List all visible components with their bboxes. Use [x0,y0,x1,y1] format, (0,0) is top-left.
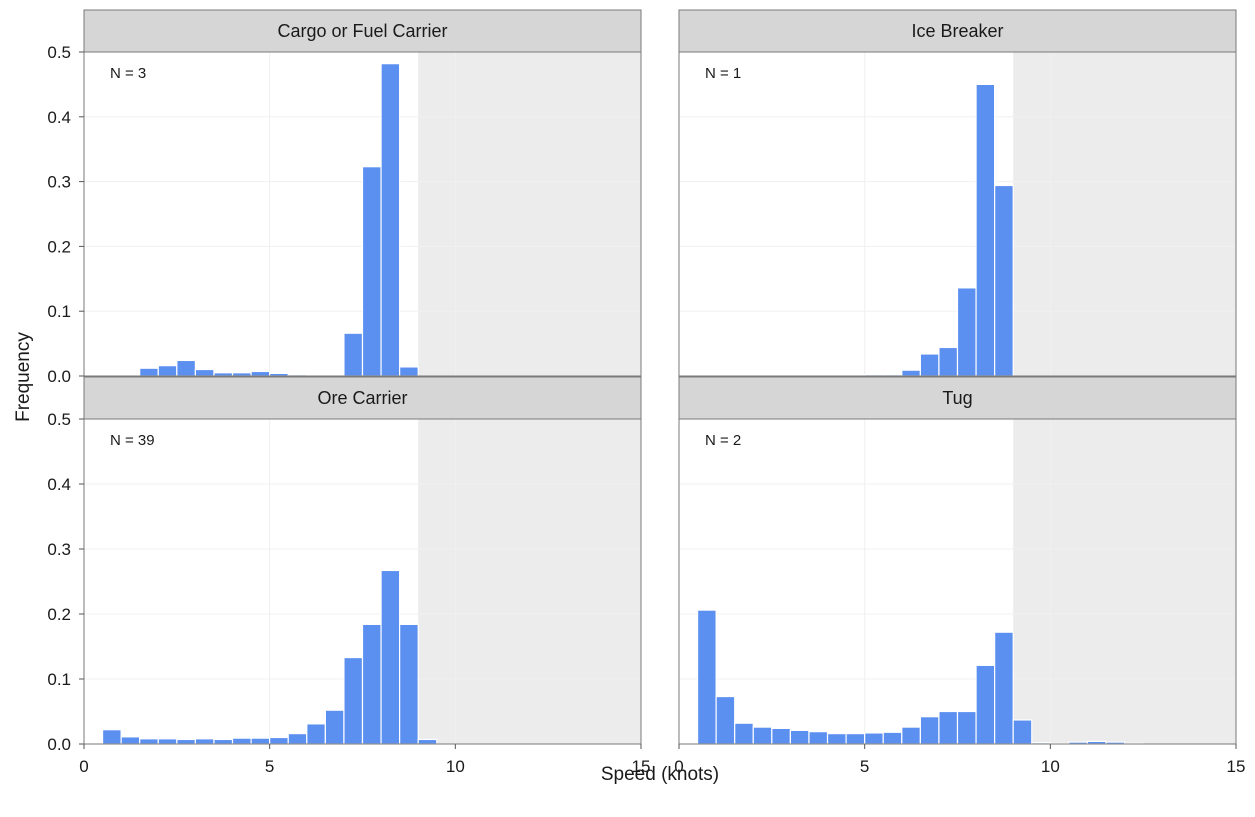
histogram-bar [826,732,847,745]
histogram-bar [1012,719,1033,745]
y-axis-title: Frequency [13,332,34,422]
y-tick-label: 0.1 [47,302,71,321]
panel-title: Ore Carrier [317,388,407,408]
histogram-bar [864,732,884,745]
histogram-bar [120,736,141,745]
histogram-bar [194,738,215,745]
histogram-bar [343,332,364,377]
histogram-bar [194,368,215,377]
y-tick-label: 0.3 [47,173,71,192]
histogram-bar [269,736,289,745]
y-tick-label: 0.4 [47,475,71,494]
histogram-bar [231,737,252,745]
y-tick-label: 0.5 [47,410,71,429]
x-tick-label: 5 [860,757,869,776]
x-tick-label: 10 [1041,757,1060,776]
histogram-bar [938,710,959,745]
histogram-bar [919,353,940,377]
panel-1 [678,9,1237,377]
histogram-bar [417,738,438,745]
y-tick-label: 0.5 [47,43,71,62]
n-count-label: N = 2 [705,432,741,449]
x-tick-label: 10 [446,757,465,776]
shaded-region [1013,419,1236,744]
x-tick-label: 15 [1227,757,1246,776]
n-count-label: N = 39 [110,432,155,449]
histogram-bar [994,184,1014,377]
histogram-bar [139,367,159,377]
panel-0 [79,9,642,377]
histogram-bar [380,569,401,745]
panel-2 [79,376,642,749]
histogram-bar [956,710,977,745]
histogram-bar [250,737,271,745]
histogram-bar [399,623,419,745]
y-tick-label: 0.2 [47,605,71,624]
y-tick-label: 0.3 [47,540,71,559]
y-tick-label: 0.0 [47,735,71,754]
n-count-label: N = 3 [110,65,146,82]
histogram-bar [287,732,308,745]
histogram-bar [361,166,382,377]
histogram-bar [715,695,736,745]
histogram-bar [250,370,271,377]
histogram-bar [157,738,178,745]
histogram-bar [845,732,866,745]
x-tick-label: 0 [79,757,88,776]
histogram-bar [157,365,178,377]
histogram-bar [380,63,401,377]
histogram-bar [176,738,196,745]
histogram-bar [752,726,773,745]
histogram-bar [956,287,977,377]
panel-strip [83,376,642,420]
histogram-bar [176,359,196,377]
histogram-bar [734,722,754,745]
x-tick-label: 0 [674,757,683,776]
shaded-region [418,419,641,744]
panel-strip [678,376,1237,420]
panel-3 [678,376,1237,749]
panel-title: Cargo or Fuel Carrier [277,21,447,41]
histogram-bar [343,656,364,745]
histogram-bar [139,738,159,745]
histogram-bar [101,729,122,745]
histogram-bar [901,369,921,377]
y-tick-label: 0.4 [47,108,71,127]
histogram-bar [696,609,717,745]
y-tick-label: 0.0 [47,367,71,386]
y-tick-label: 0.2 [47,237,71,256]
n-count-label: N = 1 [705,65,741,82]
panel-title: Ice Breaker [911,21,1003,41]
histogram-bar [994,631,1014,745]
histogram-bar [901,726,921,745]
histogram-bar [882,731,903,745]
histogram-bar [324,709,345,745]
panel-strip [678,9,1237,53]
panel-strip [83,9,642,53]
histogram-bar [789,729,810,745]
histogram-bar [938,346,959,377]
histogram-bar [213,738,234,745]
x-axis-title: Speed (knots) [601,764,719,785]
histogram-bar [399,366,419,377]
shaded-region [418,52,641,376]
histogram-bar [771,727,791,745]
histogram-bar [975,664,996,745]
histogram-bar [975,83,996,377]
panel-title: Tug [942,388,972,408]
y-tick-label: 0.1 [47,670,71,689]
histogram-bar [361,623,382,745]
shaded-region [1013,52,1236,376]
x-tick-label: 5 [265,757,274,776]
histogram-bar [808,731,829,745]
x-tick-label: 15 [632,757,651,776]
histogram-bar [919,716,940,745]
histogram-bar [306,723,326,745]
